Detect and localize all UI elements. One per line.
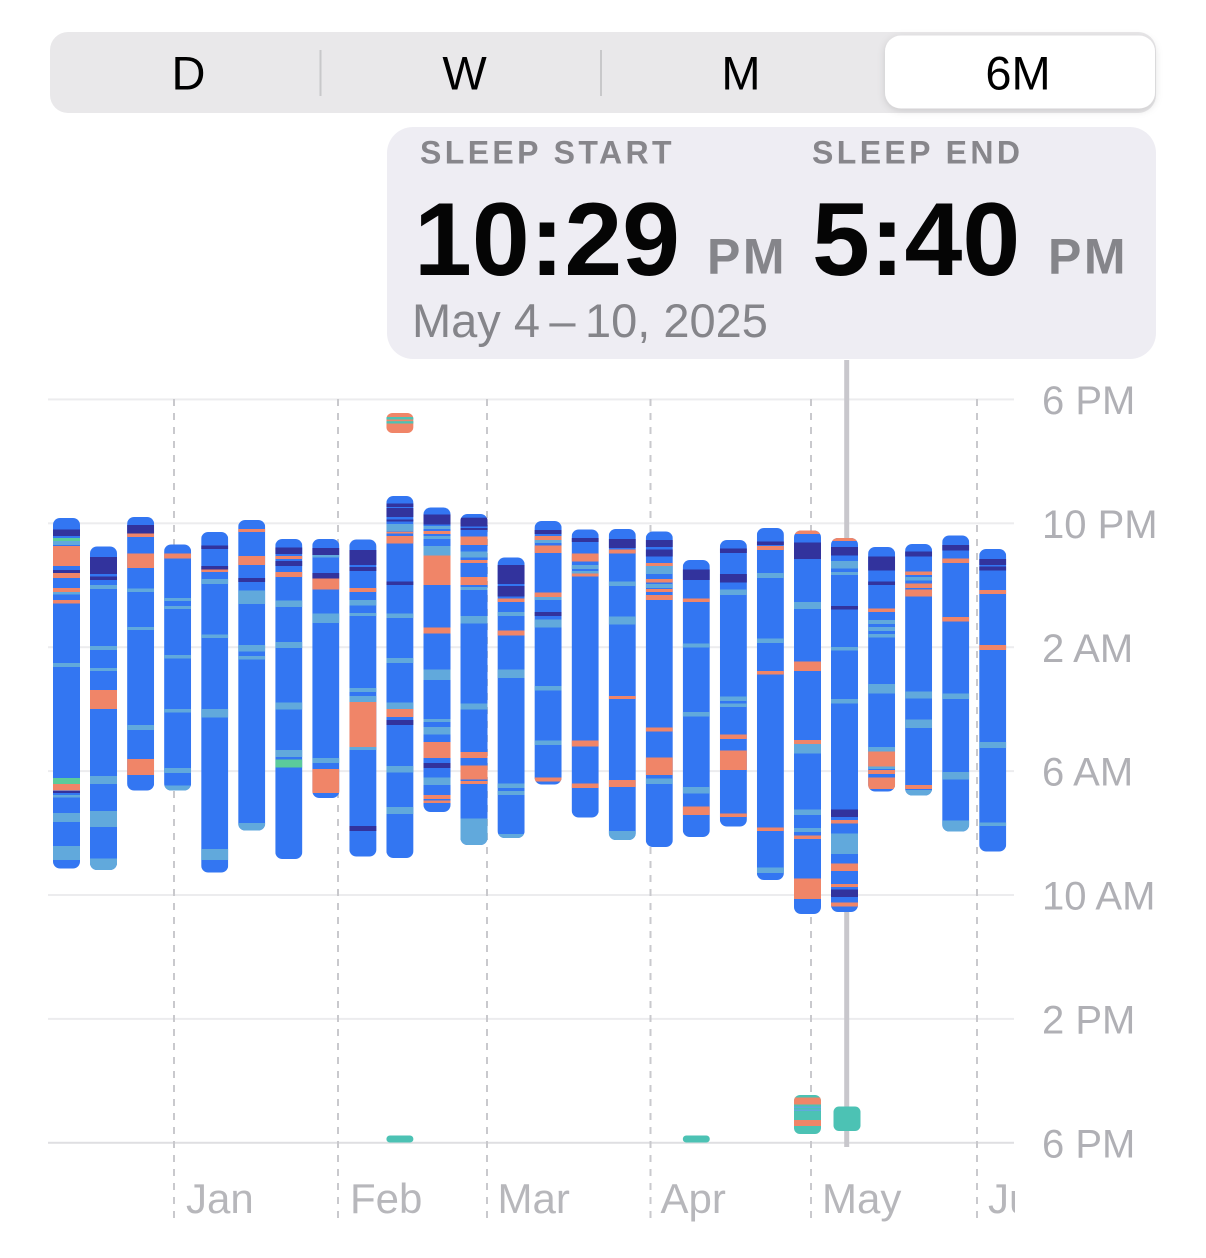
svg-text:6 PM: 6 PM bbox=[1042, 379, 1135, 423]
svg-text:10 AM: 10 AM bbox=[1042, 875, 1155, 919]
svg-text:Jan: Jan bbox=[186, 1175, 254, 1222]
svg-text:10:29: 10:29 bbox=[414, 182, 680, 298]
svg-text:6 AM: 6 AM bbox=[1042, 751, 1133, 795]
svg-text:SLEEP START: SLEEP START bbox=[420, 135, 675, 171]
svg-text:W: W bbox=[442, 47, 487, 100]
svg-text:2 PM: 2 PM bbox=[1042, 999, 1135, 1043]
svg-text:6M: 6M bbox=[985, 47, 1050, 100]
svg-text:Jun: Jun bbox=[988, 1175, 1056, 1222]
svg-text:2 AM: 2 AM bbox=[1042, 627, 1133, 671]
svg-text:May: May bbox=[822, 1175, 901, 1222]
svg-text:SLEEP END: SLEEP END bbox=[812, 135, 1023, 171]
svg-text:10 PM: 10 PM bbox=[1042, 503, 1158, 547]
svg-text:PM: PM bbox=[1048, 229, 1128, 285]
svg-text:6 PM: 6 PM bbox=[1042, 1122, 1135, 1166]
svg-text:May 4 – 10, 2025: May 4 – 10, 2025 bbox=[412, 294, 768, 347]
svg-text:Mar: Mar bbox=[498, 1175, 570, 1222]
svg-text:D: D bbox=[172, 47, 206, 100]
svg-text:M: M bbox=[721, 47, 760, 100]
svg-text:Feb: Feb bbox=[350, 1175, 422, 1222]
svg-text:5:40: 5:40 bbox=[812, 182, 1020, 298]
svg-text:Apr: Apr bbox=[661, 1175, 726, 1222]
svg-text:PM: PM bbox=[707, 229, 787, 285]
